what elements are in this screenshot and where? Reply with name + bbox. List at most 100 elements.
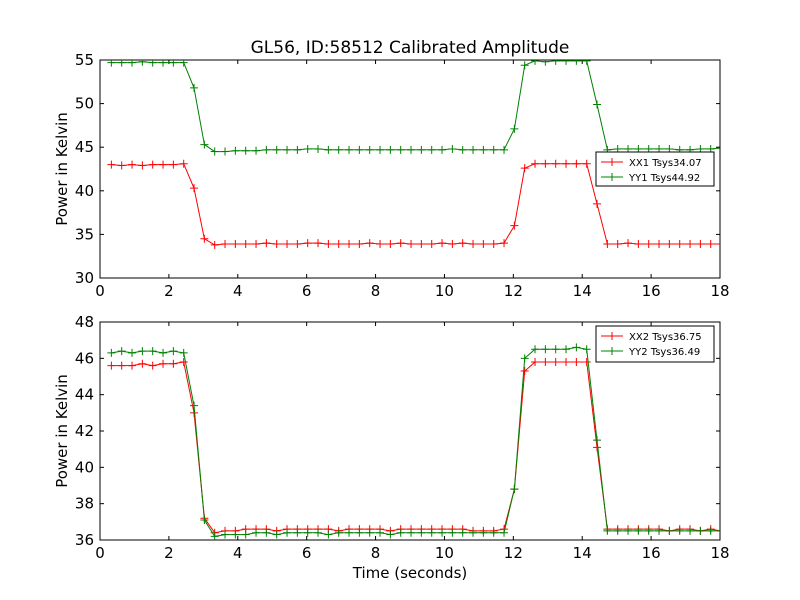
top-data-point (655, 239, 664, 248)
top-data-point (458, 145, 467, 154)
bottom-data-point (169, 347, 178, 356)
bottom-data-point (179, 348, 188, 357)
bottom-data-point (138, 347, 147, 356)
top-data-point (179, 60, 188, 67)
top-data-point (686, 239, 695, 248)
top-data-point (489, 239, 498, 248)
top-data-point (427, 239, 436, 248)
top-data-point (644, 239, 653, 248)
top-x-tick-label: 2 (164, 282, 174, 300)
top-x-ticks: 0 2 4 6 8 10 12 14 16 18 (95, 60, 730, 300)
bottom-data-point (489, 528, 498, 537)
top-data-point (520, 164, 529, 173)
top-data-point (386, 239, 395, 248)
top-data-point (241, 239, 250, 248)
top-x-tick-label: 10 (435, 282, 454, 300)
bottom-data-point (407, 528, 416, 537)
bottom-data-point (582, 345, 591, 354)
top-data-point (541, 159, 550, 168)
bottom-data-point (345, 528, 354, 537)
top-data-point (562, 159, 571, 168)
bottom-data-point (210, 532, 219, 540)
top-data-point (479, 239, 488, 248)
bottom-y-axis-label: Power in Kelvin (53, 374, 71, 488)
bottom-data-point (448, 528, 457, 537)
top-data-point (303, 144, 312, 153)
bottom-data-point (531, 357, 540, 366)
top-data-point (355, 239, 364, 248)
bottom-data-point (314, 528, 323, 537)
bottom-data-point (365, 528, 374, 537)
top-data-point (675, 239, 684, 248)
bottom-data-point (551, 345, 560, 354)
bottom-x-tick-label: 2 (164, 544, 174, 562)
bottom-x-tick-label: 6 (302, 544, 312, 562)
bottom-y-tick-label: 44 (75, 386, 94, 404)
top-data-point (365, 239, 374, 248)
bottom-data-point (675, 526, 684, 535)
bottom-data-point (262, 528, 271, 537)
top-legend-label: XX1 Tsys34.07 (629, 158, 702, 169)
bottom-data-point (717, 530, 720, 532)
bottom-data-point (190, 401, 199, 410)
bottom-data-point (541, 345, 550, 354)
bottom-data-point (634, 526, 643, 535)
top-legend-marker (608, 173, 616, 181)
bottom-data-point (283, 528, 292, 537)
bottom-data-point (303, 528, 312, 537)
top-y-tick-label: 35 (75, 225, 94, 243)
bottom-data-point (148, 347, 157, 356)
top-data-point (262, 239, 271, 248)
bottom-data-point (200, 516, 209, 525)
top-data-point (469, 145, 478, 154)
top-data-point (272, 145, 281, 154)
top-data-point (221, 147, 230, 156)
top-data-point (582, 60, 591, 65)
top-data-point (241, 146, 250, 155)
bottom-data-point (107, 361, 116, 370)
top-data-point (159, 60, 168, 67)
top-data-point (262, 145, 271, 154)
bottom-data-point (231, 530, 240, 539)
bottom-data-point (128, 361, 137, 370)
bottom-legend-marker (608, 347, 616, 355)
top-data-point (376, 239, 385, 248)
top-data-point (190, 184, 199, 193)
bottom-data-point (562, 357, 571, 366)
bottom-data-point (531, 345, 540, 354)
bottom-data-point (355, 528, 364, 537)
top-data-point (520, 61, 529, 70)
top-data-point (510, 124, 519, 133)
bottom-data-point (117, 347, 126, 356)
bottom-data-point (128, 348, 137, 357)
bottom-data-point (117, 361, 126, 370)
top-data-point (138, 60, 147, 66)
top-data-point (293, 239, 302, 248)
top-x-tick-label: 0 (95, 282, 105, 300)
bottom-data-point (179, 357, 188, 366)
bottom-y-tick-label: 48 (75, 313, 94, 331)
bottom-data-point (148, 361, 157, 370)
top-y-tick-label: 50 (75, 95, 94, 113)
bottom-data-point (396, 528, 405, 537)
top-legend: XX1 Tsys34.07 YY1 Tsys44.92 (595, 151, 715, 187)
top-data-point (696, 239, 705, 248)
top-data-point (200, 140, 209, 149)
bottom-data-point (293, 528, 302, 537)
top-data-point (117, 161, 126, 170)
bottom-data-point (469, 528, 478, 537)
top-data-point (551, 60, 560, 65)
top-data-point (210, 240, 219, 249)
bottom-x-tick-label: 4 (233, 544, 243, 562)
top-data-point (417, 145, 426, 154)
top-data-point (562, 60, 571, 65)
bottom-data-point (655, 526, 664, 535)
top-data-point (500, 145, 509, 154)
top-data-point (107, 160, 116, 169)
top-data-point (717, 243, 720, 245)
bottom-data-point (159, 348, 168, 357)
bottom-y-tick-label: 46 (75, 349, 94, 367)
bottom-data-point (479, 528, 488, 537)
bottom-x-tick-label: 0 (95, 544, 105, 562)
